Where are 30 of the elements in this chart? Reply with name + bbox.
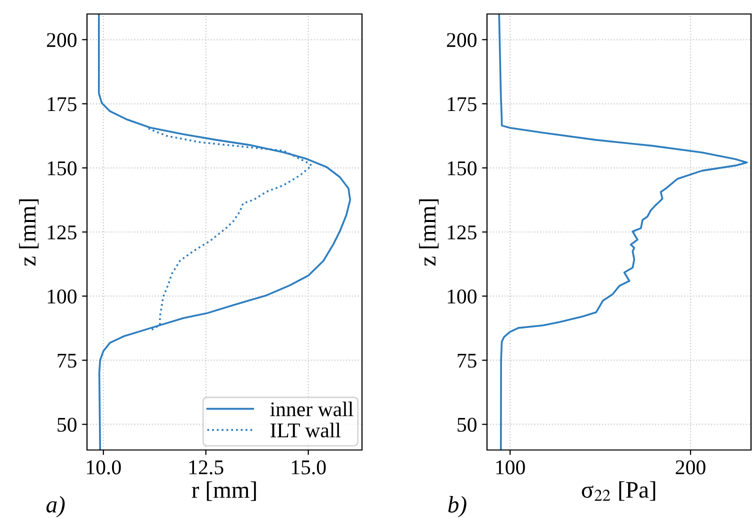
y-tick-label: 150: [48, 161, 76, 176]
x-tick-label: 15.0: [292, 460, 326, 474]
legend-label: inner wall: [270, 402, 354, 416]
y-tick-label: 75: [58, 354, 76, 368]
y-tick-label: 100: [48, 289, 76, 304]
y-axis-title: z [mm]: [419, 199, 439, 266]
y-tick-label: 175: [448, 97, 476, 112]
legend-label: ILT wall: [270, 422, 341, 438]
y-tick-label: 175: [48, 97, 76, 112]
y-tick-label: 150: [448, 161, 476, 176]
x-axis-title: σ$_{22}$ [Pa]: [582, 481, 656, 501]
text: a): [46, 496, 65, 518]
y-tick-label: 100: [448, 289, 476, 304]
x-tick-label: 100: [496, 460, 525, 474]
x-tick-label: 200: [676, 460, 706, 474]
y-tick-label: 50: [58, 418, 76, 432]
x-axis-title: r [mm]: [192, 481, 256, 501]
text: b): [448, 496, 466, 518]
y-tick-label: 200: [46, 33, 76, 48]
y-axis-title: z [mm]: [19, 199, 39, 266]
y-tick-label: 125: [48, 225, 76, 240]
x-tick-label: 12.5: [189, 460, 224, 474]
line-series: [148, 128, 312, 331]
y-tick-label: 125: [448, 225, 476, 240]
line-series: [98, 14, 352, 450]
y-tick-label: 200: [446, 33, 476, 48]
line-series: [498, 14, 748, 450]
y-tick-label: 50: [458, 418, 476, 432]
x-tick-label: 10.0: [86, 460, 121, 474]
y-tick-label: 75: [458, 354, 476, 368]
